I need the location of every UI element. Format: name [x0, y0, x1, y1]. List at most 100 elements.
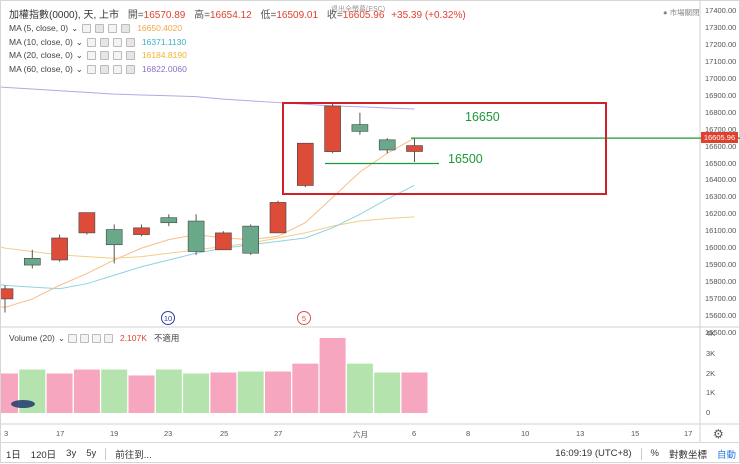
price-tick-label: 15700.00 — [705, 293, 737, 303]
price-tick-label: 16500.00 — [705, 158, 737, 168]
settings-icon[interactable] — [99, 37, 109, 47]
chevron-down-icon[interactable]: ⌄ — [75, 49, 83, 60]
ma60-legend[interactable]: MA (60, close, 0) ⌄ 16822.0060 — [9, 63, 187, 75]
time-tick-label: 13 — [576, 429, 585, 438]
ma10-legend[interactable]: MA (10, close, 0) ⌄ 16371.1130 — [9, 36, 186, 48]
close-icon[interactable] — [108, 23, 118, 33]
eye-icon[interactable] — [82, 23, 92, 33]
eye-icon[interactable] — [86, 64, 96, 74]
volume-note: 不適用 — [153, 333, 180, 343]
market-status: ● 市場關閉 — [663, 8, 700, 17]
volume-legend[interactable]: Volume (20) ⌄ 2.107K 不適用 — [9, 332, 179, 344]
time-tick-label: 8 — [466, 429, 471, 438]
volume-bar — [73, 369, 100, 413]
symbol-title[interactable]: 加權指數(0000), 天, 上市 — [9, 10, 120, 21]
settings-icon[interactable] — [95, 23, 105, 33]
open-label: 開= — [127, 10, 144, 21]
price-tick-label: 16700.00 — [705, 124, 737, 134]
time-tick-label: 27 — [274, 429, 283, 438]
price-tick-label: 17400.00 — [705, 6, 737, 16]
settings-icon[interactable] — [99, 50, 109, 60]
clock-time[interactable]: 16:09:19 (UTC+8) — [555, 448, 632, 459]
eye-icon[interactable] — [86, 50, 96, 60]
candle-body — [296, 142, 314, 186]
time-tick-label: 六月 — [353, 430, 368, 439]
candle-body — [242, 225, 259, 254]
goto-date-button[interactable]: 前往到... — [115, 449, 152, 461]
price-tick-label: 16200.00 — [705, 209, 737, 219]
candle-body — [23, 257, 41, 266]
eye-icon[interactable] — [86, 37, 96, 47]
volume-bar — [128, 375, 155, 413]
chevron-down-icon[interactable]: ⌄ — [75, 63, 83, 74]
chevron-down-icon[interactable]: ⌄ — [57, 332, 65, 343]
close-icon[interactable] — [112, 37, 122, 47]
ma20-value: 16184.8190 — [141, 50, 187, 60]
price-tick-label: 16000.00 — [705, 243, 737, 253]
range-5y-button[interactable]: 5y — [86, 448, 97, 459]
ma10-line — [1, 184, 415, 290]
low-label: 低= — [260, 10, 277, 21]
close-icon[interactable] — [112, 50, 122, 60]
range-3y-button[interactable]: 3y — [66, 448, 77, 459]
gear-icon[interactable]: ⚙ — [713, 427, 724, 441]
volume-tick-label: 2K — [706, 368, 716, 378]
event-badge-dividend[interactable]: 10 — [161, 311, 175, 325]
range-1d-button[interactable]: 1日 — [6, 449, 21, 461]
volume-tick-label: 1K — [706, 388, 716, 398]
event-badge-split[interactable]: 5 — [297, 311, 311, 325]
settings-icon[interactable] — [99, 64, 109, 74]
close-icon[interactable] — [112, 64, 122, 74]
more-icon[interactable] — [103, 333, 113, 343]
price-tick-label: 16600.00 — [705, 141, 737, 151]
more-icon[interactable] — [121, 23, 131, 33]
volume-bar — [46, 373, 73, 413]
close-label: 收= — [326, 10, 343, 21]
time-tick-label: 6 — [412, 429, 417, 438]
price-tick-label: 17100.00 — [705, 56, 737, 66]
settings-icon[interactable] — [79, 333, 89, 343]
time-tick-label: 19 — [110, 429, 119, 438]
volume-bar — [319, 337, 346, 413]
time-tick-label: 17 — [684, 429, 693, 438]
more-icon[interactable] — [125, 50, 135, 60]
ma60-value: 16822.0060 — [141, 64, 187, 74]
price-tick-label: 16100.00 — [705, 226, 737, 236]
chevron-down-icon[interactable]: ⌄ — [75, 36, 83, 47]
candle-body — [1, 288, 14, 300]
price-tick-label: 16900.00 — [705, 90, 737, 100]
ma20-legend[interactable]: MA (20, close, 0) ⌄ 16184.8190 — [9, 49, 187, 61]
price-tick-label: 17300.00 — [705, 23, 737, 33]
chevron-down-icon[interactable]: ⌄ — [71, 22, 79, 33]
price-tick-label: 16300.00 — [705, 192, 737, 202]
price-tick-label: 15500.00 — [705, 327, 737, 337]
close-icon[interactable] — [91, 333, 101, 343]
ma5-legend[interactable]: MA (5, close, 0) ⌄ 16650.4020 — [9, 22, 182, 34]
volume-bar — [346, 363, 373, 413]
fullscreen-exit-hint[interactable]: 退出全螢幕(ESC) — [331, 6, 386, 13]
volume-tick-label: 4K — [706, 329, 716, 338]
log-scale-toggle[interactable]: 對數坐標 — [668, 449, 707, 461]
ma20-label: MA (20, close, 0) — [9, 50, 73, 60]
ma5-label: MA (5, close, 0) — [9, 23, 69, 33]
candle-body — [105, 229, 123, 246]
volume-bar — [210, 372, 237, 413]
candle-body — [324, 105, 341, 152]
eye-icon[interactable] — [67, 333, 77, 343]
range-120d-button[interactable]: 120日 — [30, 449, 57, 461]
volume-tick-label: 0 — [706, 408, 711, 417]
ma5-value: 16650.4020 — [137, 23, 183, 33]
close-value: 16605.96 — [342, 10, 385, 21]
candle-body — [51, 237, 68, 261]
more-icon[interactable] — [125, 64, 135, 74]
more-icon[interactable] — [125, 37, 135, 47]
time-tick-label: 10 — [521, 429, 530, 438]
auto-scale-toggle[interactable]: 自動 — [716, 449, 736, 461]
open-value: 16570.89 — [143, 10, 186, 21]
ma10-label: MA (10, close, 0) — [9, 37, 73, 47]
price-tick-label: 15600.00 — [705, 310, 737, 320]
volume-bar — [374, 372, 401, 413]
high-label: 高= — [194, 10, 210, 21]
percent-toggle[interactable]: % — [650, 448, 659, 459]
